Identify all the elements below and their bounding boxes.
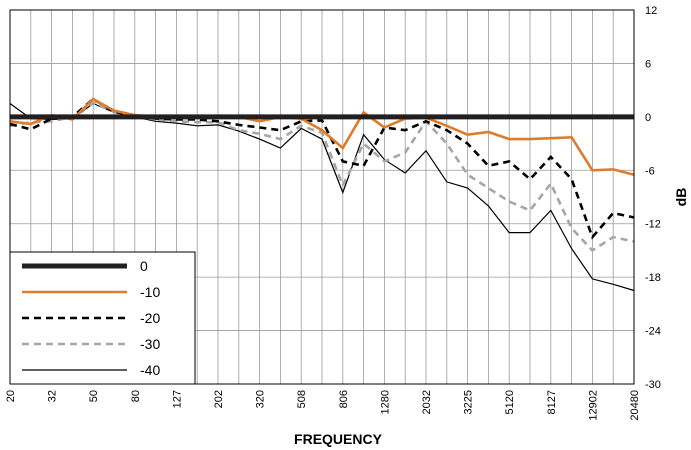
- x-tick-label: 508: [296, 390, 308, 408]
- x-tick-label: 2032: [421, 390, 433, 414]
- x-tick-label: 20: [5, 390, 17, 402]
- legend-label: 0: [140, 258, 148, 274]
- plot-frame: [9, 9, 635, 385]
- y-tick-label: -30: [645, 379, 661, 391]
- x-tick-labels: 20 32 50 80 127 202 320 508 806 1280 2032 3225 5120 8…: [5, 390, 641, 421]
- y-tick-labels: 12 6 0 -6 -12 -18 -24 -30: [645, 5, 661, 391]
- y-axis-title: dB: [673, 188, 689, 207]
- series-line-minus10: [9, 97, 635, 176]
- legend-label: -20: [140, 310, 160, 326]
- x-tick-label: 50: [88, 390, 100, 402]
- x-tick-label: 3225: [463, 390, 475, 414]
- x-tick-label: 8127: [546, 390, 558, 414]
- x-tick-label: 806: [338, 390, 350, 408]
- series-lines: [9, 97, 635, 292]
- y-tick-label: 12: [645, 5, 657, 17]
- x-tick-label: 80: [130, 390, 142, 402]
- x-tick-label: 127: [171, 390, 183, 408]
- y-tick-label: -24: [645, 326, 661, 338]
- y-tick-label: 0: [645, 112, 651, 124]
- x-tick-label: 20480: [629, 390, 641, 421]
- y-tick-label: -6: [645, 165, 655, 177]
- y-tick-label: 6: [645, 58, 651, 70]
- legend-label: -40: [140, 362, 160, 378]
- legend-label: -10: [140, 284, 160, 300]
- x-tick-label: 320: [255, 390, 267, 408]
- y-tick-label: -18: [645, 272, 661, 284]
- y-tick-label: -12: [645, 219, 661, 231]
- x-tick-label: 32: [47, 390, 59, 402]
- legend-label: -30: [140, 336, 160, 352]
- x-tick-label: 202: [213, 390, 225, 408]
- x-tick-label: 1280: [379, 390, 391, 414]
- legend: 0 -10 -20 -30 -40: [9, 251, 196, 385]
- x-tick-label: 5120: [504, 390, 516, 414]
- x-tick-label: 12902: [587, 390, 599, 421]
- series-line-minus20: [9, 97, 635, 240]
- x-axis-title: FREQUENCY: [294, 431, 383, 447]
- grid-lines: [10, 9, 634, 385]
